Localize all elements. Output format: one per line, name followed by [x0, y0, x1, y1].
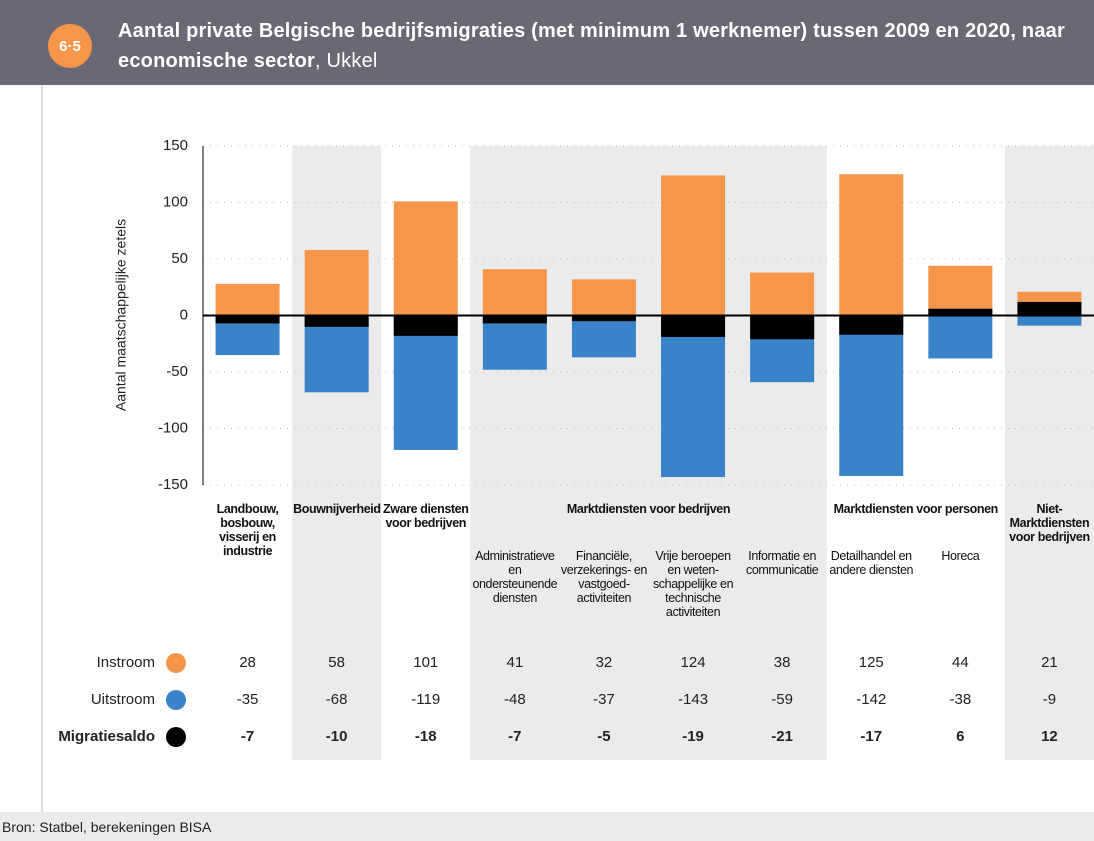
column-shade	[292, 146, 382, 760]
legend-swatch	[166, 727, 186, 747]
bar	[393, 201, 458, 316]
y-tick-label: -100	[158, 419, 188, 436]
category-label: Landbouw, bosbouw, visserij en industrie	[216, 502, 279, 558]
value-label: 28	[239, 654, 256, 671]
sub-category-label: Administratieve en ondersteunende dienst…	[472, 549, 558, 605]
value-label: -5	[597, 728, 610, 745]
badge-circle	[48, 24, 92, 68]
bar	[928, 308, 993, 316]
y-tick-label: -50	[166, 363, 188, 380]
bar	[928, 265, 993, 316]
y-tick-label: 50	[171, 250, 188, 267]
value-label: 6	[956, 728, 964, 745]
group-label: Marktdiensten voor bedrijven	[566, 502, 731, 516]
sub-category-label: Financiële, verzekerings- en vastgoed-ac…	[560, 549, 647, 605]
value-label: -68	[326, 691, 348, 708]
bar	[215, 283, 280, 316]
sub-category-label: Vrije beroepen en weten-schappelijke en …	[652, 549, 734, 619]
y-tick-label: -150	[158, 476, 188, 493]
bar	[304, 249, 369, 316]
value-label: -59	[771, 691, 793, 708]
sub-category-label: Detailhandel en andere diensten	[829, 549, 914, 577]
value-label: -21	[771, 728, 793, 745]
value-label: -37	[593, 691, 615, 708]
badge: 6·5	[59, 38, 81, 55]
footer-bar	[0, 812, 1094, 841]
value-label: 41	[507, 654, 524, 671]
group-label: Marktdiensten voor personen	[833, 502, 999, 516]
value-label: -35	[237, 691, 259, 708]
bar	[571, 279, 636, 316]
header-bar	[0, 0, 1094, 85]
value-label: -143	[678, 691, 708, 708]
bar	[1017, 315, 1082, 326]
value-label: -119	[411, 691, 440, 708]
value-label: -9	[1043, 691, 1056, 708]
bar	[215, 315, 280, 324]
bar	[304, 315, 369, 393]
value-label: 101	[413, 654, 438, 671]
sub-category-label: Horeca	[941, 549, 980, 563]
value-label: -48	[504, 691, 526, 708]
bar	[482, 315, 547, 324]
bar	[571, 315, 636, 322]
bar	[750, 315, 815, 340]
row-label: Instroom	[97, 654, 155, 671]
value-label: -142	[856, 691, 886, 708]
value-label: -10	[326, 728, 348, 745]
title-main: Aantal private Belgische bedrijfsmigrati…	[118, 20, 1065, 72]
value-label: -38	[950, 691, 972, 708]
value-label: 44	[952, 654, 969, 671]
bar	[393, 315, 458, 336]
bar	[839, 315, 904, 476]
value-label: 38	[774, 654, 791, 671]
bar	[482, 269, 547, 316]
bar	[1017, 301, 1082, 316]
title: Aantal private Belgische bedrijfsmigrati…	[118, 16, 1088, 76]
value-label: -17	[860, 728, 882, 745]
category-label: Zware diensten voor bedrijven	[383, 502, 469, 530]
row-label: Migratiesaldo	[58, 728, 155, 745]
category-label: Bouwnijverheid	[293, 502, 381, 516]
y-tick-label: 150	[163, 137, 188, 154]
bar	[839, 315, 904, 335]
bar	[304, 315, 369, 327]
title-place: , Ukkel	[315, 50, 378, 72]
source: Bron: Statbel, berekeningen BISA	[2, 819, 212, 835]
bar	[661, 315, 726, 337]
sub-category-label: Informatie en communicatie	[745, 549, 819, 577]
value-label: 32	[596, 654, 613, 671]
bar	[750, 272, 815, 316]
legend-swatch	[166, 653, 186, 673]
bar	[928, 315, 993, 359]
y-tick-label: 0	[180, 306, 188, 323]
column-shade	[470, 146, 827, 760]
bar	[661, 175, 726, 316]
value-label: -18	[415, 728, 437, 745]
value-label: -19	[682, 728, 704, 745]
value-label: -7	[508, 728, 521, 745]
y-tick-label: 100	[163, 193, 188, 210]
bar	[661, 315, 726, 478]
bar	[839, 174, 904, 316]
category-label: Niet-Marktdiensten voor bedrijven	[1009, 502, 1090, 544]
bar	[393, 315, 458, 450]
row-label: Uitstroom	[91, 691, 155, 708]
bar	[482, 315, 547, 370]
value-label: -7	[241, 728, 254, 745]
value-label: 58	[328, 654, 345, 671]
value-label: 12	[1041, 728, 1058, 745]
column-shade	[1004, 146, 1094, 760]
legend-swatch	[166, 690, 186, 710]
value-label: 124	[681, 654, 706, 671]
value-label: 125	[859, 654, 884, 671]
bar	[571, 315, 636, 358]
y-axis-label: Aantal maatschappelijke zetels	[113, 219, 129, 411]
value-label: 21	[1041, 654, 1058, 671]
